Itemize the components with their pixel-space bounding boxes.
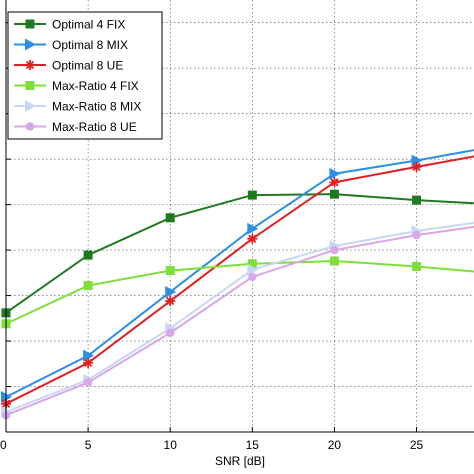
legend-box [7, 11, 163, 140]
x-tick-label-5: 25 [410, 438, 424, 452]
axes [5, 0, 474, 433]
x-axis-label: SNR [dB] [215, 454, 265, 468]
data-point-optimal-4-fix-1 [83, 250, 93, 260]
legend-label-max-ratio-8-mix: Max-Ratio 8 MIX [52, 100, 141, 114]
data-point-max-ratio-4-fix-2 [165, 266, 175, 276]
data-point-max-ratio-4-fix-1 [83, 281, 93, 291]
series-max-ratio-8-ue [1, 225, 474, 420]
legend-swatch-marker [25, 19, 35, 29]
data-point-optimal-8-ue-1 [83, 357, 94, 368]
legend-item-max-ratio-4-fix: Max-Ratio 4 FIX [14, 79, 139, 93]
legend-swatch-marker [25, 60, 35, 70]
legend-swatch-marker [25, 100, 36, 112]
legend-item-optimal-8-ue: Optimal 8 UE [14, 59, 123, 73]
data-point-optimal-8-mix-2 [165, 285, 177, 298]
legend-label-optimal-8-mix: Optimal 8 MIX [52, 38, 128, 52]
data-point-optimal-4-fix-4 [329, 189, 339, 199]
legend-item-max-ratio-8-ue: Max-Ratio 8 UE [14, 120, 137, 134]
x-tick-label-3: 15 [246, 438, 260, 452]
data-point-max-ratio-4-fix-5 [412, 261, 422, 271]
data-point-optimal-8-ue-5 [411, 161, 422, 172]
data-point-max-ratio-8-ue-1 [83, 378, 93, 387]
legend-item-optimal-8-mix: Optimal 8 MIX [14, 38, 128, 52]
data-point-max-ratio-8-ue-5 [412, 230, 421, 240]
legend-swatch-marker [25, 38, 36, 51]
x-tick-label-2: 10 [164, 438, 178, 452]
legend-item-optimal-4-fix: Optimal 4 FIX [14, 18, 125, 32]
data-point-optimal-8-ue-3 [247, 233, 258, 244]
data-point-optimal-8-mix-3 [247, 222, 259, 235]
data-point-optimal-8-ue-4 [329, 177, 340, 188]
legend-label-max-ratio-4-fix: Max-Ratio 4 FIX [52, 79, 139, 93]
x-tick-label-4: 20 [328, 438, 342, 452]
data-point-optimal-8-mix-1 [83, 349, 95, 362]
x-tick-label-1: 5 [85, 438, 92, 452]
legend-item-max-ratio-8-mix: Max-Ratio 8 MIX [14, 100, 141, 114]
data-point-optimal-4-fix-2 [165, 213, 175, 223]
data-point-optimal-8-ue-2 [165, 296, 176, 307]
legend-label-max-ratio-8-ue: Max-Ratio 8 UE [52, 120, 137, 134]
series-optimal-8-ue [1, 155, 474, 409]
data-point-max-ratio-4-fix-3 [247, 259, 257, 269]
data-point-max-ratio-8-mix-3 [247, 263, 259, 276]
data-point-max-ratio-4-fix-4 [329, 256, 339, 266]
legend-swatch-marker [25, 81, 35, 90]
tick-labels: 0 5 10 15 20 25 [0, 438, 424, 452]
legend: Optimal 4 FIX Optimal 8 MIX Optimal 8 UE Ma… [7, 11, 163, 140]
legend-label-optimal-8-ue: Optimal 8 UE [52, 59, 123, 73]
legend-swatch-marker [25, 122, 35, 131]
data-point-max-ratio-8-ue-3 [248, 272, 257, 282]
x-tick-label-0: 0 [0, 438, 7, 452]
data-point-max-ratio-8-ue-2 [166, 328, 175, 338]
legend-label-optimal-4-fix: Optimal 4 FIX [52, 18, 125, 32]
data-point-max-ratio-8-ue-4 [330, 245, 339, 255]
data-point-optimal-4-fix-3 [247, 190, 257, 200]
data-point-optimal-4-fix-5 [412, 195, 422, 205]
data-point-optimal-8-mix-4 [329, 167, 341, 180]
